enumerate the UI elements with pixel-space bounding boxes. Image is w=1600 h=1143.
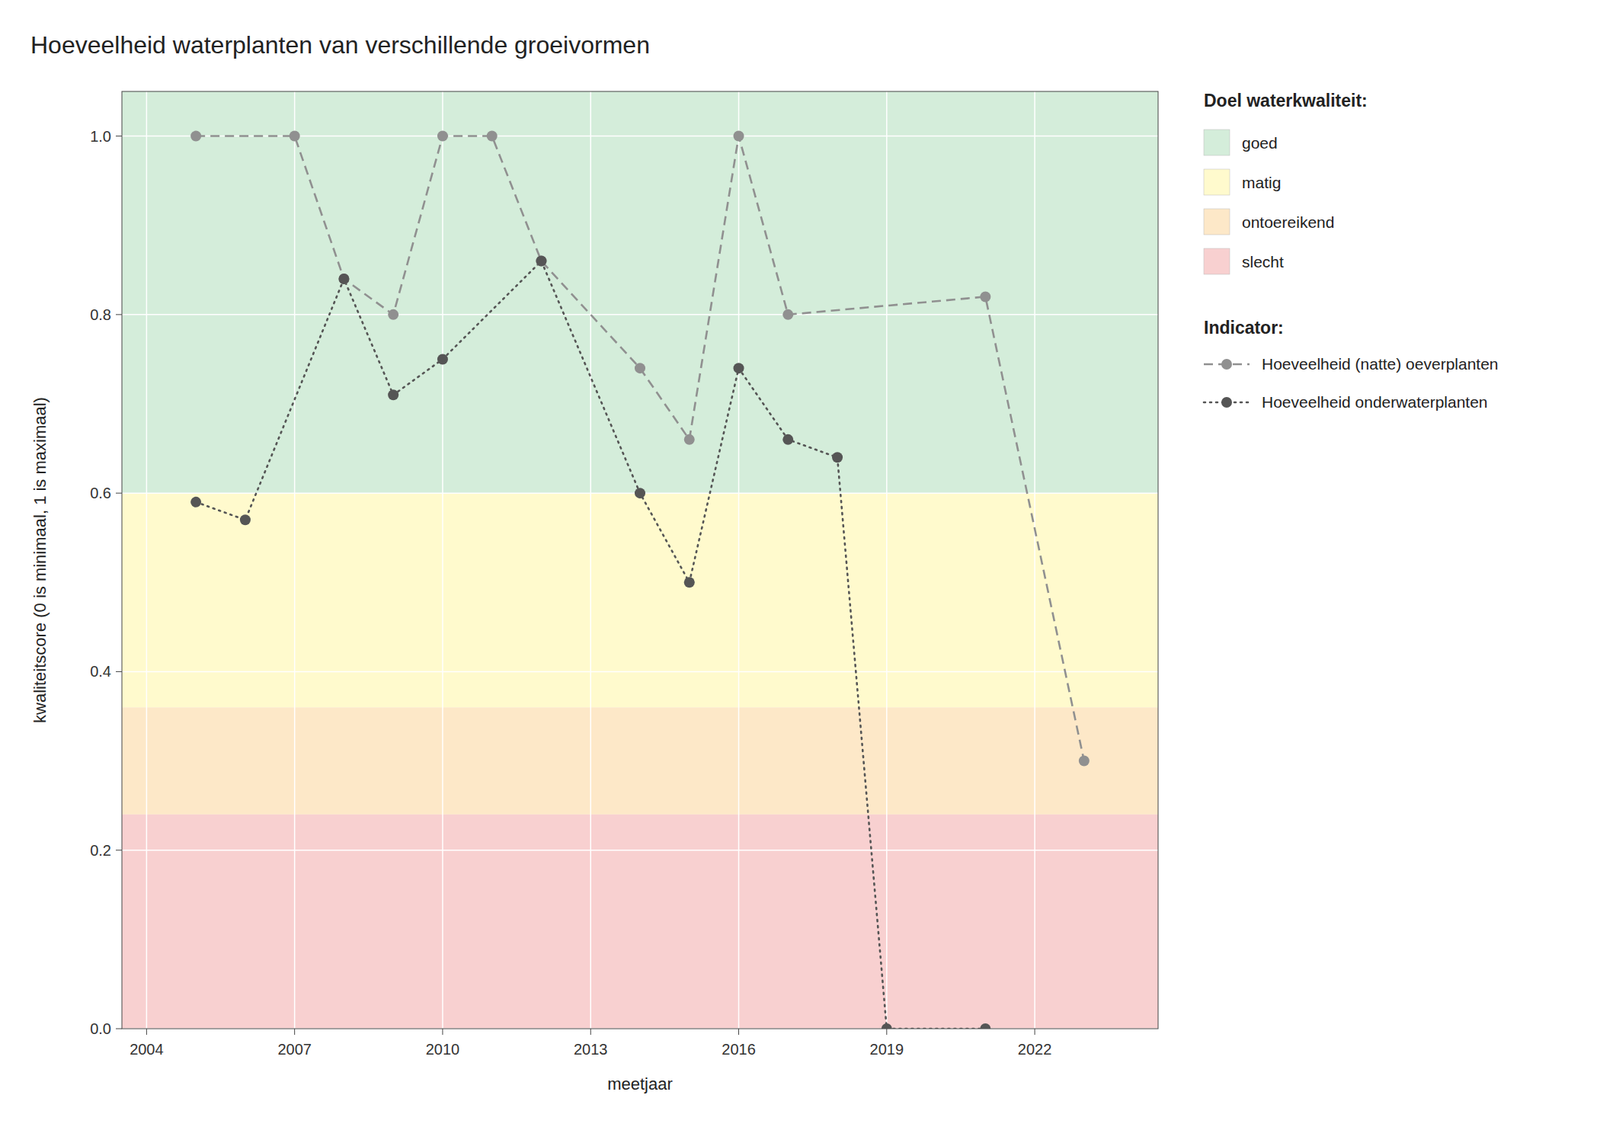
tick-y	[115, 671, 122, 672]
tick-label-y: 0.2	[89, 841, 112, 859]
series-point	[684, 434, 695, 445]
grid-line-x	[146, 91, 148, 1029]
legend-title: Doel waterkwaliteit:	[1203, 90, 1368, 111]
legend-label: slecht	[1241, 252, 1284, 271]
tick-label-x: 2016	[721, 1040, 756, 1058]
tick-x	[294, 1028, 295, 1035]
series-point	[979, 291, 991, 302]
tick-x	[441, 1028, 443, 1035]
legend-marker	[1221, 358, 1232, 370]
tick-x	[886, 1028, 887, 1035]
series-point	[634, 362, 646, 374]
series-point	[338, 273, 349, 285]
series-line	[195, 136, 1085, 762]
series-point	[782, 309, 794, 320]
tick-label-x: 2004	[129, 1040, 164, 1058]
legend-swatch	[1203, 248, 1230, 275]
grid-line-x	[738, 91, 740, 1029]
grid	[121, 91, 1159, 1029]
series-point	[733, 131, 745, 142]
series-point	[979, 1023, 991, 1029]
legend-label: Hoeveelheid onderwaterplanten	[1261, 393, 1488, 411]
legend-swatch	[1203, 208, 1230, 235]
legend-marker	[1221, 396, 1232, 408]
series-point	[535, 256, 547, 267]
legend-title: Indicator:	[1203, 317, 1284, 338]
y-axis-label: kwaliteitscore (0 is minimaal, 1 is maxi…	[30, 396, 50, 724]
title: Hoeveelheid waterplanten van verschillen…	[30, 31, 650, 59]
series-point	[1078, 755, 1090, 767]
grid-line-x	[294, 91, 296, 1029]
tick-y	[115, 492, 122, 494]
series-point	[881, 1023, 893, 1029]
series-point	[486, 131, 498, 142]
series-point	[782, 434, 794, 445]
series-point	[733, 362, 745, 374]
legend: Doel waterkwaliteit: goed matig ontoereiken…	[1203, 90, 1499, 411]
grid-line-x	[1033, 91, 1036, 1029]
series-point	[832, 451, 843, 463]
zone-band	[121, 814, 1159, 1029]
legend-swatch	[1203, 169, 1230, 196]
tick-x	[738, 1028, 740, 1035]
grid-line-x	[441, 91, 444, 1029]
series-point	[535, 256, 547, 267]
series-point	[240, 514, 251, 525]
series-point	[387, 389, 399, 400]
legend-label: matig	[1241, 173, 1281, 192]
tick-y	[115, 313, 122, 315]
zone-band	[121, 91, 1159, 493]
tick-y	[115, 849, 122, 851]
tick-label-x: 2007	[277, 1040, 312, 1058]
series-point	[338, 273, 349, 285]
tick-x	[590, 1028, 592, 1035]
tick-label-x: 2013	[573, 1040, 608, 1058]
series-point	[437, 353, 448, 365]
tick-label-y: 0.0	[89, 1020, 112, 1037]
tick-x	[146, 1028, 148, 1035]
grid-line-y	[121, 671, 1159, 673]
legend-label: Hoeveelheid (natte) oeverplanten	[1261, 355, 1499, 373]
chart: Hoeveelheid waterplanten van verschillen…	[0, 0, 1600, 1143]
series-point	[684, 576, 695, 588]
data	[190, 131, 1090, 1029]
series-point	[190, 496, 202, 508]
grid-line-y	[121, 313, 1159, 316]
series-point	[387, 309, 399, 320]
axes: 2004 2007 2010 2013 2016 2019 2022 0.0 0.2 0.4 0.6…	[89, 91, 1159, 1058]
series-point	[437, 131, 448, 142]
tick-label-x: 2010	[425, 1040, 461, 1058]
grid-line-y	[121, 849, 1159, 852]
tick-label-x: 2019	[870, 1040, 905, 1058]
series-point	[190, 131, 202, 142]
tick-y	[115, 135, 122, 137]
tick-label-y: 0.8	[89, 306, 112, 324]
series-point	[634, 487, 646, 499]
legend-swatch	[1203, 129, 1230, 156]
grid-line-x	[886, 91, 888, 1029]
tick-label-y: 0.4	[89, 662, 112, 680]
tick-label-x: 2022	[1017, 1040, 1053, 1058]
series-point	[289, 131, 301, 142]
plot-frame	[121, 91, 1159, 1029]
zone-band	[121, 707, 1159, 815]
page: {"chart_data": { "type": "line", "title"…	[0, 0, 1600, 1143]
tick-y	[115, 1028, 122, 1030]
grid-line-x	[589, 91, 592, 1029]
x-axis-label: meetjaar	[607, 1074, 673, 1094]
zones	[121, 91, 1159, 1029]
series-line	[195, 261, 986, 1029]
legend-label: ontoereikend	[1241, 213, 1335, 231]
zone-band	[121, 492, 1159, 708]
tick-label-y: 1.0	[89, 128, 112, 145]
tick-label-y: 0.6	[89, 484, 112, 502]
legend-label: goed	[1241, 134, 1278, 152]
tick-x	[1034, 1028, 1036, 1035]
